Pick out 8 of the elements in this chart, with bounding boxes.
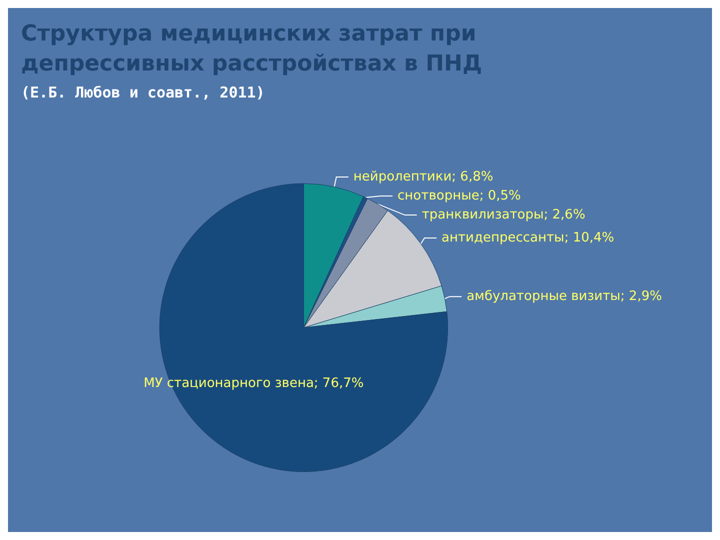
slice-label: нейролептики; 6,8% [353, 170, 494, 185]
slice-label: антидепрессанты; 10,4% [442, 230, 614, 246]
chart-subtitle: (Е.Б. Любов и соавт., 2011) [21, 84, 265, 102]
slice-label: МУ стационарного звена; 76,7% [144, 376, 364, 392]
slice-label: снотворные; 0,5% [398, 188, 521, 204]
chart-title: Структура медицинских затрат при депрессивных расстройствах в ПНД [21, 22, 484, 76]
slice-label: амбулаторные визиты; 2,9% [466, 289, 662, 304]
slice-label: транквилизаторы; 2,6% [422, 208, 586, 223]
